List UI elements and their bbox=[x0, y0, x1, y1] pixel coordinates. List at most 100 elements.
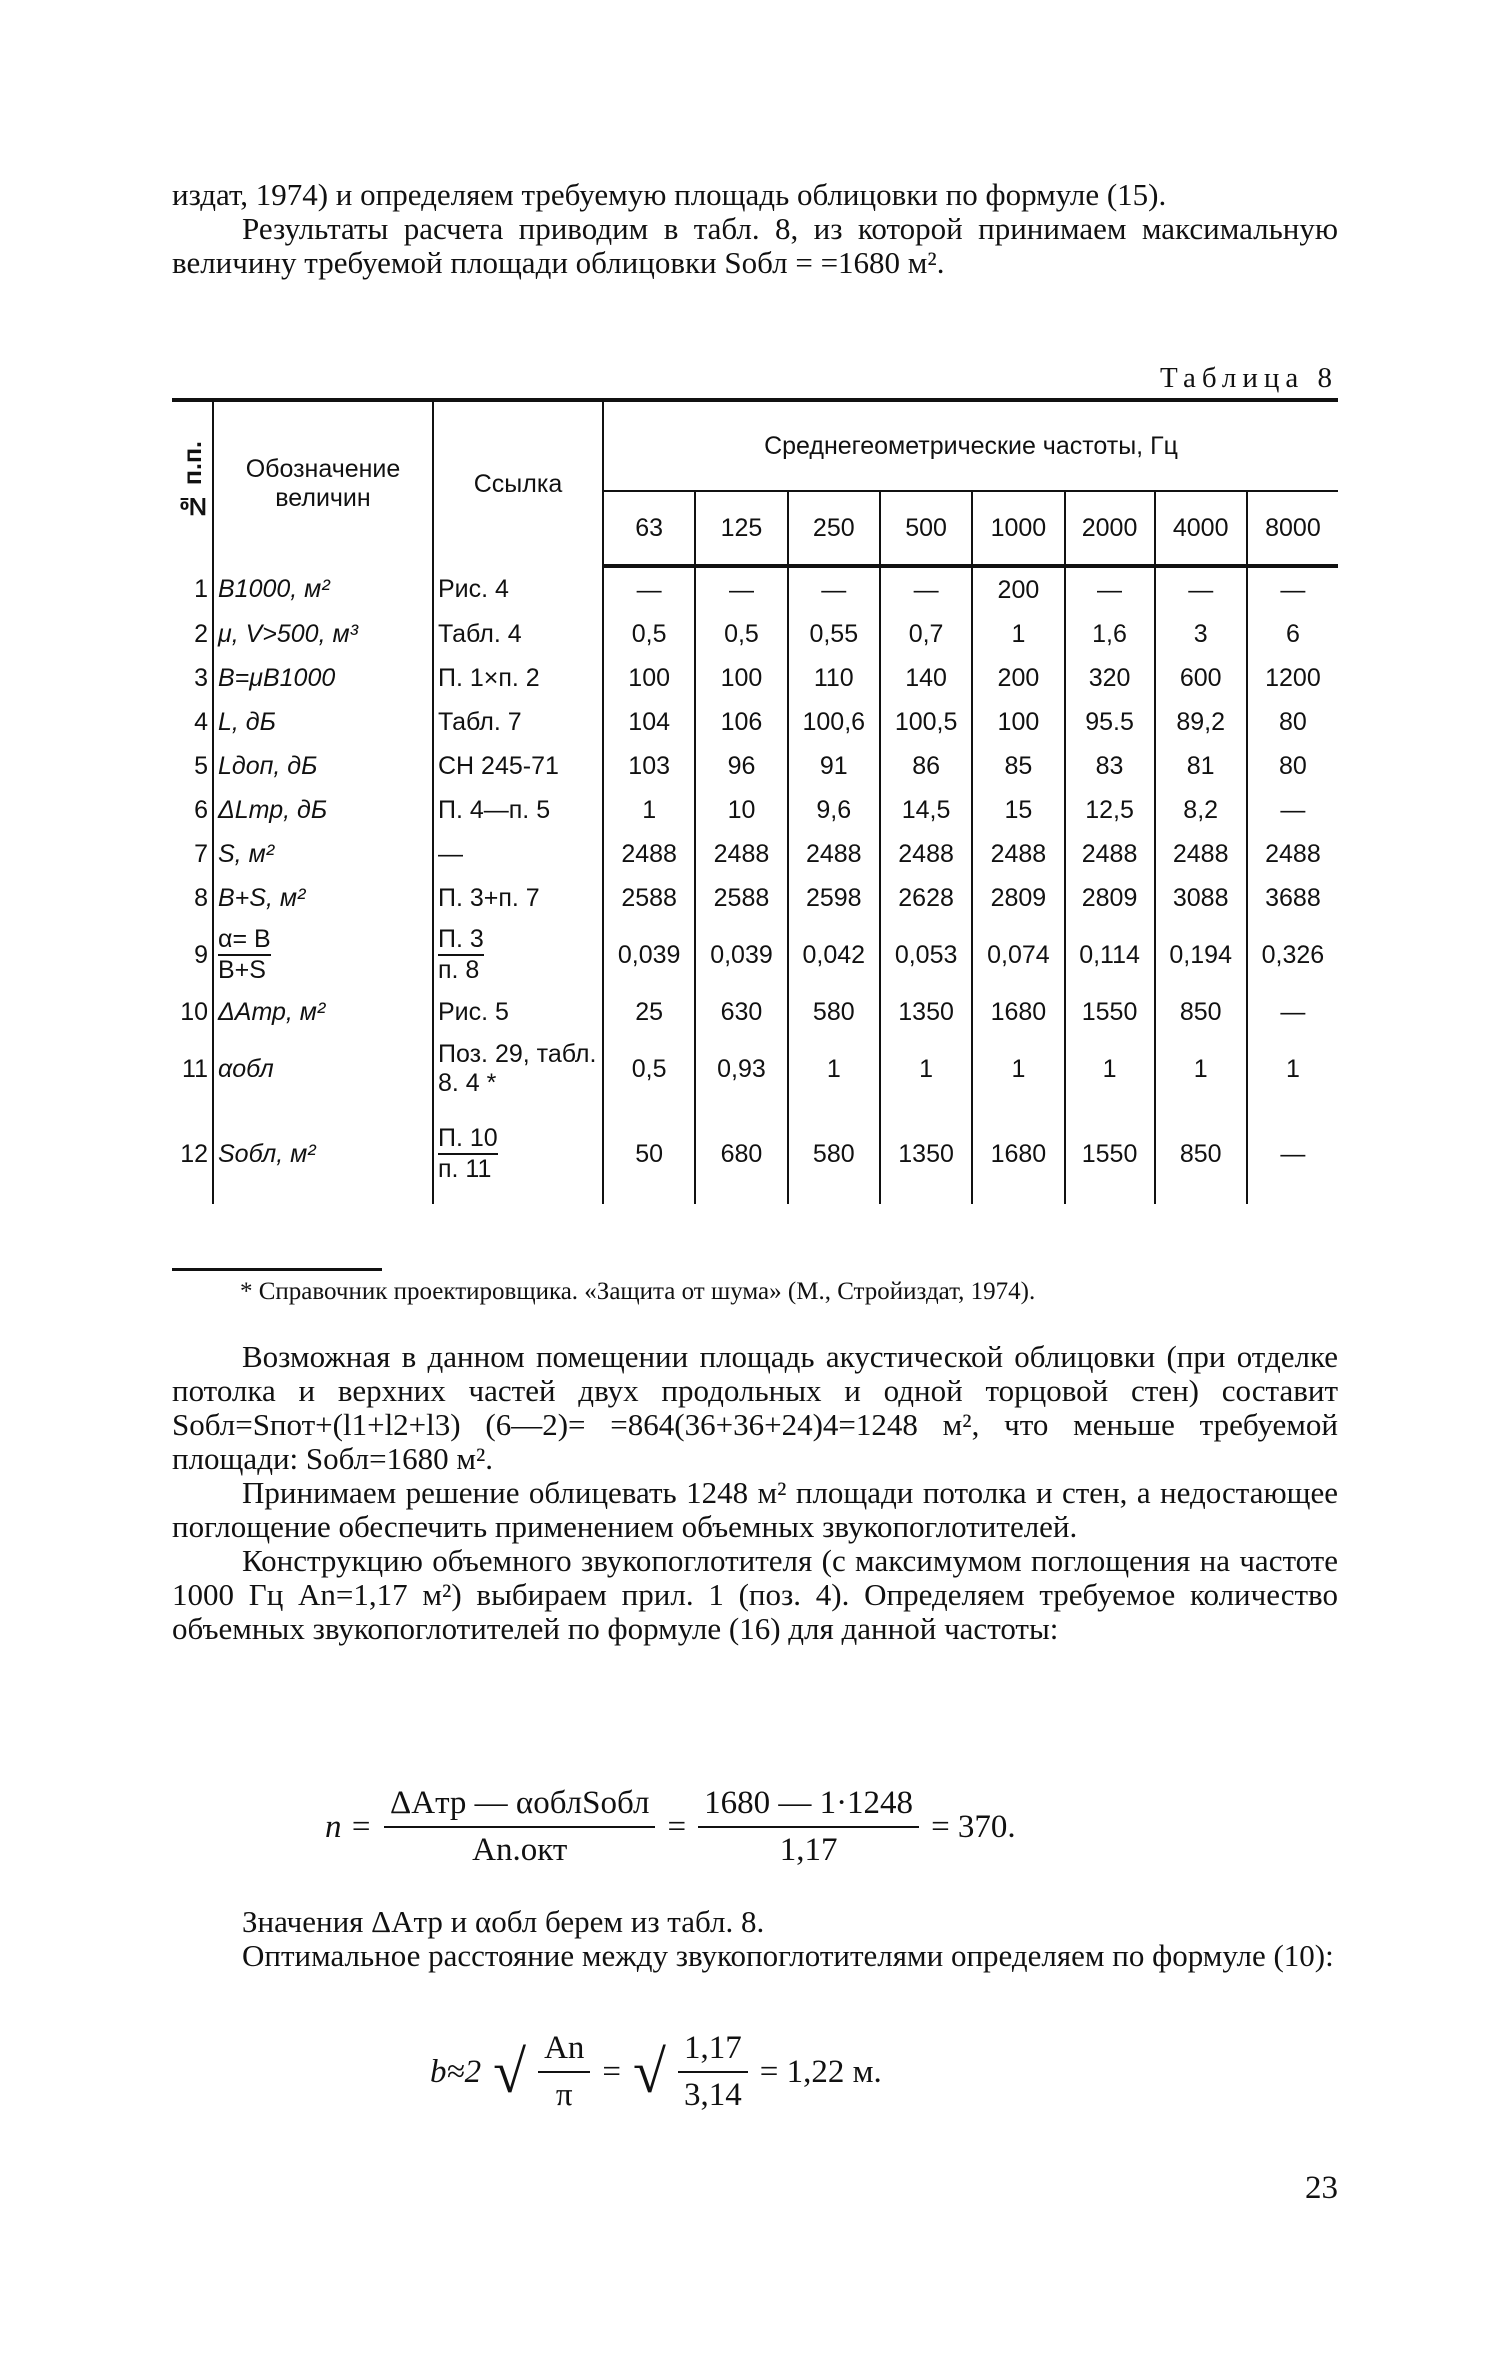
paragraph-1: издат, 1974) и определяем требуемую площ… bbox=[172, 177, 1167, 212]
cell-value: 81 bbox=[1153, 744, 1247, 788]
numerator: П. 3 bbox=[438, 925, 484, 956]
header-freq: 1000 bbox=[971, 491, 1065, 568]
cell-value: 0,7 bbox=[878, 612, 973, 656]
row-number: 5 bbox=[194, 751, 208, 780]
cell-value: 1550 bbox=[1063, 1104, 1155, 1204]
cell-value: 83 bbox=[1063, 744, 1155, 788]
row-designation: ΔAтр, м² bbox=[212, 990, 433, 1034]
cell-value: 15 bbox=[971, 788, 1065, 832]
denominator: 1,17 bbox=[779, 1832, 838, 1868]
row-designation: B+S, м² bbox=[212, 876, 433, 920]
cell-value: 1 bbox=[1245, 1034, 1338, 1104]
fraction: α= B B+S bbox=[218, 925, 271, 985]
fraction: П. 10 п. 11 bbox=[438, 1124, 498, 1184]
cell-value: 1 bbox=[1153, 1034, 1247, 1104]
cell-value: 1680 bbox=[971, 990, 1065, 1034]
row-reference: Рис. 5 bbox=[432, 990, 603, 1034]
cell-value: 320 bbox=[1063, 656, 1155, 700]
cell-value: — bbox=[1063, 566, 1155, 612]
paragraph-intro: издат, 1974) и определяем требуемую площ… bbox=[172, 178, 1338, 280]
cell-value: 200 bbox=[971, 656, 1065, 700]
cell-value: 0,326 bbox=[1245, 920, 1338, 990]
cell-value: 0,042 bbox=[786, 920, 880, 990]
equals: = bbox=[667, 1808, 687, 1845]
row-designation: B=μB1000 bbox=[212, 656, 433, 700]
cell-value: 100,6 bbox=[786, 700, 880, 744]
cell-value: 200 bbox=[971, 566, 1065, 612]
header-freq: 250 bbox=[786, 491, 880, 568]
fraction-2: 1680 — 1·1248 1,17 bbox=[698, 1785, 920, 1869]
cell-value: 2488 bbox=[1245, 832, 1338, 876]
row-reference: — bbox=[432, 832, 603, 876]
header-num: № п.п. bbox=[172, 398, 213, 566]
denominator: B+S bbox=[218, 956, 266, 984]
row-designation: Sобл, м² bbox=[212, 1104, 433, 1204]
row-number: 2 bbox=[194, 619, 208, 648]
footnote: * Справочник проектировщика. «Защита от … bbox=[240, 1278, 1036, 1305]
cell-value: 96 bbox=[694, 744, 788, 788]
cell-value: 2488 bbox=[601, 832, 696, 876]
numerator: α= B bbox=[218, 925, 271, 956]
denominator: п. 8 bbox=[438, 956, 480, 984]
cell-value: 1350 bbox=[878, 990, 973, 1034]
numerator: 1,17 bbox=[677, 2030, 748, 2073]
header-designation: Обозначение величин bbox=[212, 398, 433, 566]
cell-value: 86 bbox=[878, 744, 973, 788]
cell-value: 2488 bbox=[1153, 832, 1247, 876]
cell-value: 1 bbox=[786, 1034, 880, 1104]
cell-value: 100 bbox=[971, 700, 1065, 744]
cell-value: 0,55 bbox=[786, 612, 880, 656]
row-reference: Табл. 7 bbox=[432, 700, 603, 744]
cell-value: 2588 bbox=[601, 876, 696, 920]
denominator: п. 11 bbox=[438, 1155, 492, 1183]
sqrt-icon: √ bbox=[633, 2039, 666, 2105]
cell-value: 2598 bbox=[786, 876, 880, 920]
cell-value: — bbox=[1245, 566, 1338, 612]
row-number: 12 bbox=[180, 1139, 208, 1168]
header-freq: 8000 bbox=[1245, 491, 1338, 568]
row-reference: П. 3+п. 7 bbox=[432, 876, 603, 920]
cell-value: 2588 bbox=[694, 876, 788, 920]
paragraph-5: Конструкцию объемного звукопоглотителя (… bbox=[172, 1543, 1338, 1646]
header-freq-group: Среднегеометрические частоты, Гц bbox=[602, 398, 1338, 492]
table-caption: Таблица 8 bbox=[1159, 362, 1338, 394]
table-row: 4 L, дБ Табл. 7 104 106 100,6 100,5 100 95.5 89,2… bbox=[172, 700, 1338, 744]
cell-value: 140 bbox=[878, 656, 973, 700]
denominator: 3,14 bbox=[683, 2077, 742, 2113]
cell-value: 110 bbox=[786, 656, 880, 700]
cell-value: 3688 bbox=[1245, 876, 1338, 920]
cell-value: 12,5 bbox=[1063, 788, 1155, 832]
cell-value: 6 bbox=[1245, 612, 1338, 656]
cell-value: 580 bbox=[786, 1104, 880, 1204]
cell-value: 580 bbox=[786, 990, 880, 1034]
row-number: 1 bbox=[194, 574, 208, 603]
cell-value: 103 bbox=[601, 744, 696, 788]
cell-value: 2809 bbox=[1063, 876, 1155, 920]
cell-value: — bbox=[694, 566, 788, 612]
header-freq: 4000 bbox=[1153, 491, 1247, 568]
formula-lhs: n = bbox=[325, 1808, 373, 1845]
row-designation: ΔLтр, дБ bbox=[212, 788, 433, 832]
row-reference: П. 3 п. 8 bbox=[432, 920, 603, 990]
denominator: π bbox=[555, 2077, 573, 2113]
cell-value: 0,114 bbox=[1063, 920, 1155, 990]
table-row: 9 α= B B+S П. 3 п. 8 0,039 0,039 0,042 0,053 0,07… bbox=[172, 920, 1338, 990]
sqrt-icon: √ bbox=[493, 2039, 527, 2105]
row-reference: П. 4—п. 5 bbox=[432, 788, 603, 832]
row-designation: S, м² bbox=[212, 832, 433, 876]
table-8: № п.п. Обозначение величин Ссылка Средне… bbox=[172, 398, 1338, 1204]
row-reference: Поз. 29, табл. 8. 4 * bbox=[432, 1034, 603, 1104]
fraction-1: ΔAтр — αоблSобл An.окт bbox=[384, 1785, 656, 1869]
fraction: П. 3 п. 8 bbox=[438, 925, 484, 985]
cell-value: 680 bbox=[694, 1104, 788, 1204]
table-row: 2 μ, V>500, м³ Табл. 4 0,5 0,5 0,55 0,7 1 1,6 3 6 bbox=[172, 612, 1338, 656]
row-number: 6 bbox=[194, 795, 208, 824]
row-number: 8 bbox=[194, 883, 208, 912]
page-number: 23 bbox=[1305, 2170, 1338, 2206]
result: = 1,22 м. bbox=[759, 2053, 882, 2090]
cell-value: 2488 bbox=[694, 832, 788, 876]
numerator: ΔAтр — αоблSобл bbox=[384, 1785, 656, 1828]
table-row: 1 B1000, м² Рис. 4— — — —200— — — bbox=[172, 566, 1338, 612]
equals: = bbox=[602, 2053, 622, 2090]
fraction-1: An π bbox=[538, 2030, 591, 2114]
